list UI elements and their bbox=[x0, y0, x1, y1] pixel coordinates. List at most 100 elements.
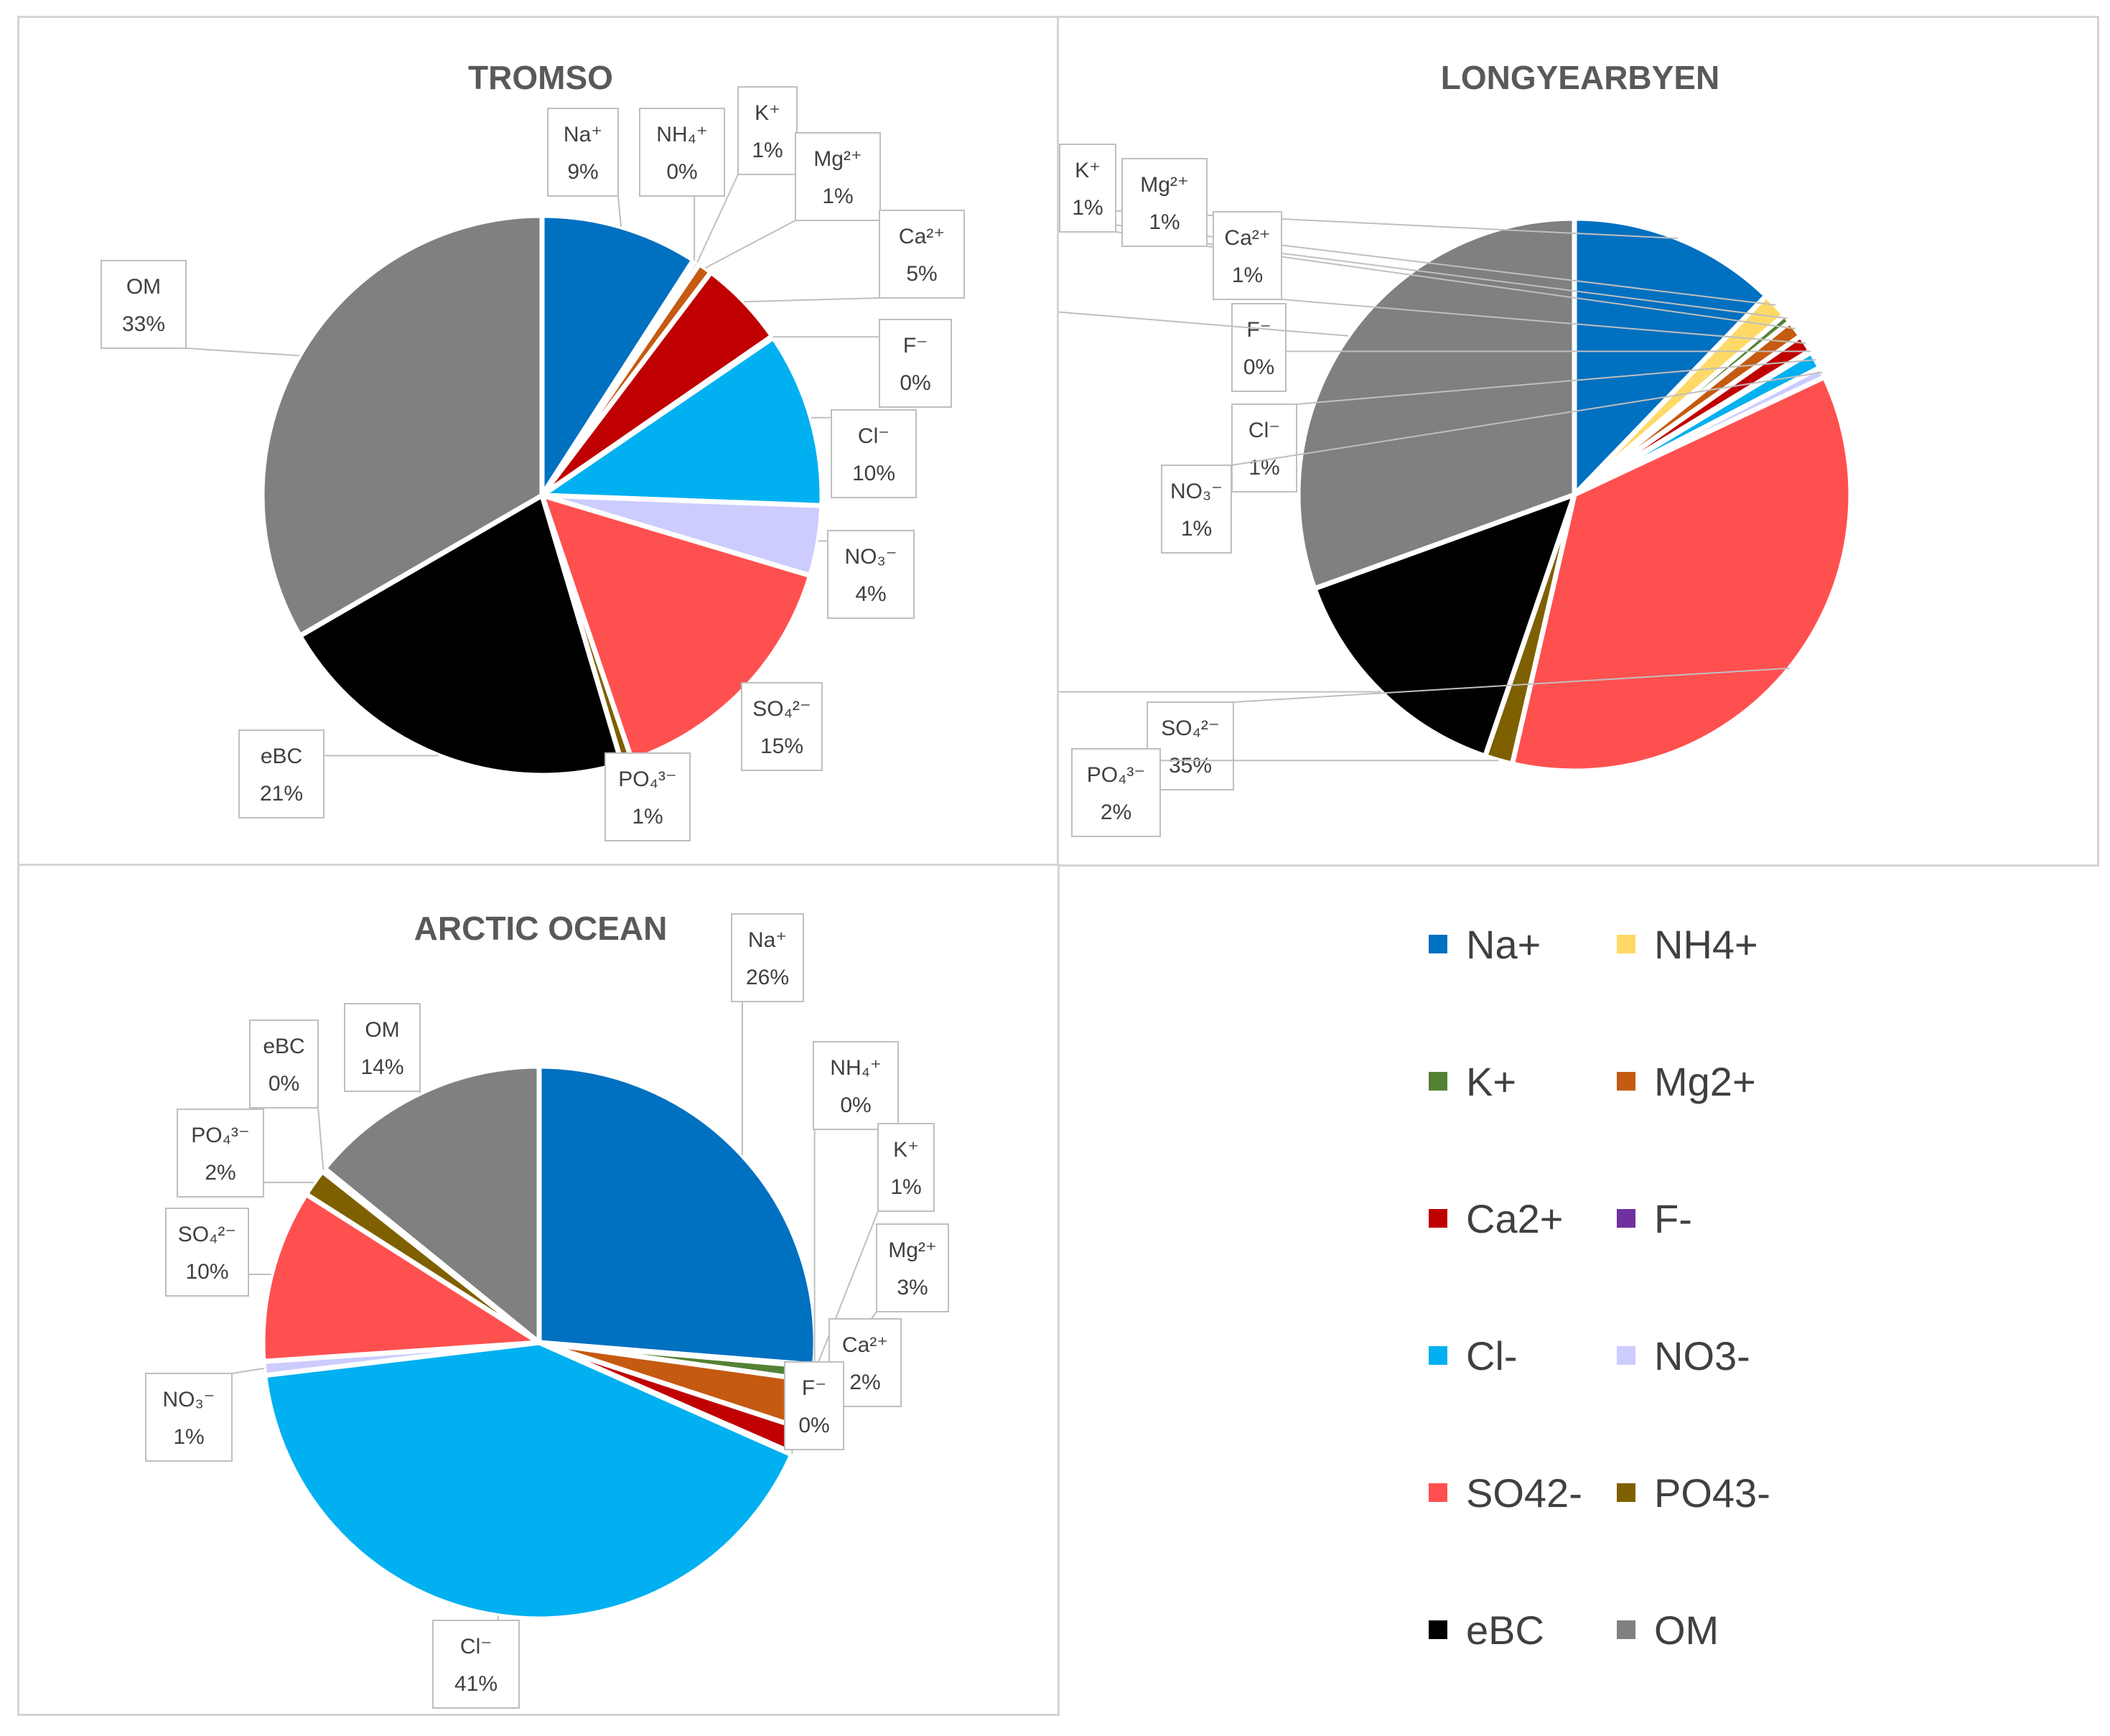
legend-label: PO43- bbox=[1654, 1470, 1770, 1516]
data-label-percent: 0% bbox=[1243, 355, 1274, 379]
data-label-percent: 1% bbox=[632, 805, 663, 829]
data-label-name: NO₃⁻ bbox=[844, 545, 897, 569]
legend-item: eBC bbox=[1429, 1607, 1544, 1653]
legend-swatch bbox=[1617, 1620, 1635, 1639]
data-label-name: K⁺ bbox=[755, 101, 780, 125]
pie-slice-Cl- bbox=[539, 335, 825, 508]
data-label-box bbox=[827, 530, 915, 619]
legend-item: NO3- bbox=[1617, 1333, 1750, 1378]
data-label-name: OM bbox=[365, 1018, 399, 1042]
leader-line bbox=[1281, 299, 1806, 344]
legend-swatch bbox=[1429, 1620, 1447, 1639]
tromso-pie-chart: Na⁺ 9% NH₄⁺ 0% K⁺ 1% Mg²⁺ 1% Ca²⁺ 5% F⁻ 0% Cl⁻ 10% NO₃… bbox=[101, 86, 965, 841]
pie-slice-OM bbox=[322, 1063, 542, 1345]
data-label-box bbox=[876, 1223, 949, 1312]
data-label-box bbox=[877, 1123, 935, 1212]
legend-swatch bbox=[1617, 1072, 1635, 1091]
data-label-percent: 1% bbox=[890, 1175, 921, 1199]
data-label-percent: 10% bbox=[185, 1260, 228, 1284]
data-label-percent: 2% bbox=[849, 1371, 880, 1394]
data-label-box bbox=[432, 1620, 520, 1709]
legend-swatch bbox=[1617, 1346, 1635, 1365]
chart-title: LONGYEARBYEN bbox=[1440, 59, 1720, 96]
data-label-percent: 1% bbox=[1232, 263, 1263, 287]
chart-title: ARCTIC OCEAN bbox=[414, 910, 668, 947]
data-label-name: Na⁺ bbox=[564, 123, 602, 146]
data-label-box bbox=[238, 729, 325, 818]
legend-item: F- bbox=[1617, 1195, 1692, 1241]
data-label-box bbox=[165, 1208, 249, 1297]
data-label-percent: 33% bbox=[122, 312, 165, 336]
legend-swatch bbox=[1617, 1483, 1635, 1502]
leader-line bbox=[1233, 667, 1790, 703]
pie-slice-SO42- bbox=[260, 1191, 542, 1364]
data-label-name: Mg²⁺ bbox=[1140, 173, 1189, 197]
legend-item: Mg2+ bbox=[1617, 1058, 1756, 1104]
data-label-percent: 0% bbox=[666, 160, 697, 184]
legend-swatch bbox=[1429, 1483, 1447, 1502]
data-label-box bbox=[879, 210, 965, 299]
data-label-percent: 9% bbox=[567, 160, 598, 184]
data-label-percent: 0% bbox=[798, 1414, 829, 1437]
data-label-percent: 1% bbox=[173, 1425, 204, 1449]
data-label-box bbox=[813, 1041, 899, 1130]
leader-line bbox=[185, 347, 300, 357]
data-label-name: NO₃⁻ bbox=[1170, 480, 1223, 503]
data-label-box bbox=[249, 1019, 319, 1109]
data-label-box bbox=[1147, 701, 1234, 790]
data-label-box bbox=[1213, 211, 1282, 300]
legend-label: Na+ bbox=[1466, 921, 1541, 967]
data-label-percent: 1% bbox=[1181, 517, 1212, 541]
leader-line bbox=[1206, 246, 1796, 330]
arctic-ocean-chart-panel: ARCTIC OCEAN Na⁺ 26% NH₄⁺ 0% K⁺ 1% Mg²⁺ 3% Ca²⁺ 2… bbox=[17, 864, 1060, 1716]
data-label-name: K⁺ bbox=[1075, 159, 1101, 182]
data-label-box bbox=[784, 1361, 844, 1450]
legend-label: Mg2+ bbox=[1654, 1058, 1756, 1104]
data-label-name: NO₃⁻ bbox=[162, 1388, 215, 1411]
legend-label: NH4+ bbox=[1654, 921, 1758, 967]
leader-line bbox=[1296, 359, 1816, 405]
data-label-percent: 4% bbox=[855, 582, 886, 606]
data-label-percent: 0% bbox=[900, 371, 930, 395]
data-label-percent: 1% bbox=[752, 139, 783, 162]
pie-slice-Na+ bbox=[536, 1063, 818, 1368]
data-label-percent: 21% bbox=[260, 782, 303, 806]
data-label-name: Ca²⁺ bbox=[899, 225, 945, 248]
data-label-name: Ca²⁺ bbox=[1224, 226, 1270, 250]
leader-line bbox=[1231, 371, 1823, 466]
data-label-percent: 0% bbox=[269, 1072, 299, 1096]
chart-title: TROMSO bbox=[468, 59, 613, 96]
data-label-box bbox=[737, 86, 798, 175]
data-label-name: NH₄⁺ bbox=[656, 123, 707, 146]
data-label-percent: 41% bbox=[454, 1672, 498, 1696]
data-label-name: Ca²⁺ bbox=[842, 1333, 888, 1357]
data-label-name: Na⁺ bbox=[748, 928, 787, 952]
data-label-box bbox=[1161, 465, 1232, 554]
data-label-name: PO₄³⁻ bbox=[1087, 763, 1145, 787]
data-label-name: Cl⁻ bbox=[460, 1635, 492, 1658]
leader-line bbox=[696, 174, 739, 263]
data-label-name: K⁺ bbox=[893, 1138, 919, 1162]
legend-item: SO42- bbox=[1429, 1470, 1582, 1516]
data-label-box bbox=[145, 1373, 233, 1462]
legend-swatch bbox=[1429, 1072, 1447, 1091]
data-label-percent: 1% bbox=[1072, 196, 1103, 220]
data-label-box bbox=[1071, 748, 1161, 837]
data-label-name: eBC bbox=[261, 745, 302, 768]
data-label-name: F⁻ bbox=[1246, 318, 1271, 342]
data-label-percent: 0% bbox=[840, 1093, 871, 1117]
data-label-name: eBC bbox=[263, 1035, 304, 1058]
data-label-name: OM bbox=[126, 275, 161, 299]
legend-item: K+ bbox=[1429, 1059, 1516, 1104]
legend-label: SO42- bbox=[1466, 1470, 1582, 1516]
data-label-box bbox=[547, 108, 619, 197]
legend-swatch bbox=[1617, 1209, 1635, 1228]
legend-swatch bbox=[1617, 935, 1635, 953]
leader-line bbox=[744, 297, 880, 303]
legend-label: Cl- bbox=[1466, 1333, 1518, 1378]
legend-item: Ca2+ bbox=[1429, 1196, 1563, 1241]
legend-item: PO43- bbox=[1617, 1470, 1770, 1516]
data-label-name: F⁻ bbox=[903, 334, 928, 358]
data-label-box bbox=[1231, 403, 1297, 493]
legend-label: F- bbox=[1654, 1195, 1692, 1241]
